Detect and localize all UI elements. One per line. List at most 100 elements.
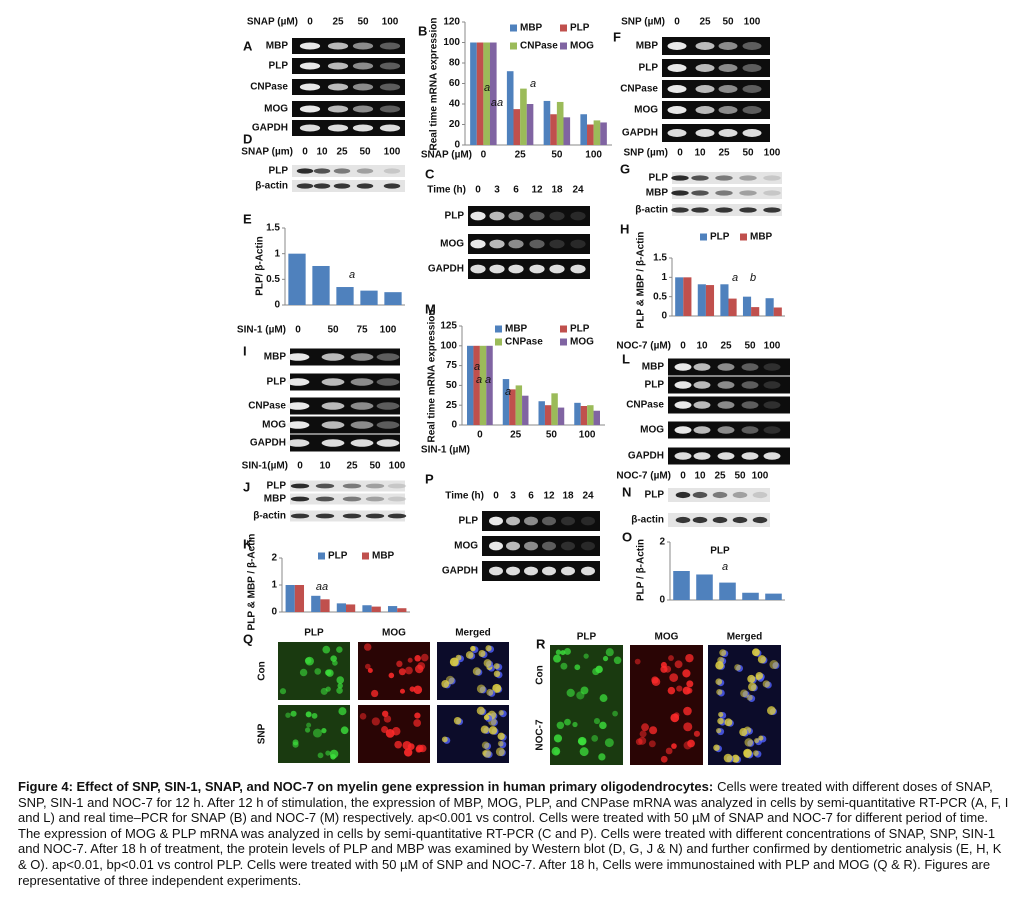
- bar: [580, 405, 588, 425]
- y-tick-label: 25: [446, 400, 458, 411]
- cell: [715, 678, 723, 686]
- cell: [465, 651, 474, 659]
- lane-label: 100: [382, 17, 399, 28]
- gel-band: [693, 426, 711, 434]
- cell: [330, 753, 336, 760]
- cell: [731, 754, 740, 763]
- y-axis-label: Real time mRNA expression: [427, 309, 438, 442]
- y-tick-label: 80: [449, 58, 461, 69]
- gel-band: [549, 264, 565, 274]
- cell: [693, 730, 700, 737]
- cell: [755, 672, 764, 680]
- gel-band: [327, 124, 349, 132]
- micrograph: [630, 645, 703, 705]
- gel-header: SIN-1(µM): [242, 461, 288, 472]
- gel-band: [286, 402, 310, 410]
- gel-band: [313, 168, 331, 174]
- gel-band: [675, 516, 691, 524]
- cell: [641, 723, 649, 732]
- panel-letter: D: [243, 131, 252, 146]
- gel-band: [387, 496, 407, 502]
- gel-band: [667, 85, 687, 93]
- legend-swatch: [740, 233, 747, 241]
- cell: [560, 650, 566, 656]
- gel-band: [376, 378, 400, 386]
- cell: [718, 711, 724, 718]
- gel-strip: [292, 38, 405, 54]
- bar: [384, 292, 402, 305]
- lane-label: 12: [543, 491, 555, 502]
- cell: [314, 668, 322, 675]
- gel-band: [742, 129, 762, 137]
- cell: [664, 665, 672, 673]
- cell: [449, 657, 459, 667]
- bar: [587, 405, 594, 425]
- cell: [306, 722, 312, 728]
- row-label: MBP: [264, 494, 287, 505]
- bar: [346, 604, 356, 612]
- bar: [397, 608, 407, 612]
- annotation: a: [505, 386, 511, 398]
- cell: [660, 755, 668, 763]
- row-label: MBP: [266, 41, 289, 52]
- bar: [765, 298, 774, 316]
- bar: [705, 285, 715, 316]
- gel-header: Time (h): [427, 185, 466, 196]
- gel-band: [692, 491, 708, 499]
- bar: [506, 71, 514, 145]
- cell: [482, 749, 492, 758]
- cell: [415, 746, 422, 753]
- cell: [325, 669, 334, 677]
- gel-strip: [290, 416, 400, 434]
- gel-band: [581, 541, 595, 551]
- gel-band: [739, 207, 757, 213]
- gel-band: [327, 62, 349, 70]
- gel-band: [561, 516, 575, 526]
- cell: [767, 706, 776, 715]
- panel-letter: I: [243, 343, 247, 358]
- cell: [553, 734, 563, 743]
- cell: [752, 648, 760, 657]
- cell: [414, 655, 421, 662]
- row-label: SNP: [257, 723, 268, 744]
- cell: [388, 672, 395, 679]
- gel-band: [712, 516, 728, 524]
- cell: [762, 680, 770, 688]
- gel-band: [717, 401, 735, 409]
- cell: [485, 645, 492, 652]
- lane-label: 10: [694, 471, 706, 482]
- row-label: GAPDH: [252, 123, 288, 134]
- bar: [587, 124, 594, 145]
- gel-band: [352, 83, 374, 91]
- cell: [719, 649, 727, 657]
- cell: [753, 750, 759, 757]
- gel-band: [365, 496, 385, 502]
- bar: [556, 101, 564, 145]
- lane-label: 50: [734, 471, 746, 482]
- row-label: MOG: [454, 541, 478, 552]
- gel-band: [718, 129, 738, 137]
- gel-band: [333, 168, 351, 174]
- cell: [716, 688, 723, 696]
- gel-band: [739, 175, 757, 181]
- cell: [493, 663, 500, 670]
- cell: [665, 747, 673, 755]
- gel-band: [376, 353, 400, 361]
- cell: [682, 669, 691, 678]
- gel-band: [763, 207, 781, 213]
- lane-label: 50: [744, 341, 756, 352]
- gel-strip: [468, 259, 590, 279]
- bar: [285, 585, 295, 612]
- cell: [671, 743, 677, 749]
- cell: [483, 659, 492, 668]
- lane-label: 25: [332, 17, 344, 28]
- cell: [556, 721, 565, 730]
- cell: [367, 667, 373, 673]
- cell: [683, 706, 692, 716]
- y-tick-label: 0: [661, 311, 667, 322]
- y-tick-label: 1: [274, 248, 280, 259]
- cell: [724, 718, 733, 727]
- gel-band: [470, 239, 486, 249]
- gel-band: [671, 190, 689, 196]
- row-label: β-actin: [635, 205, 668, 216]
